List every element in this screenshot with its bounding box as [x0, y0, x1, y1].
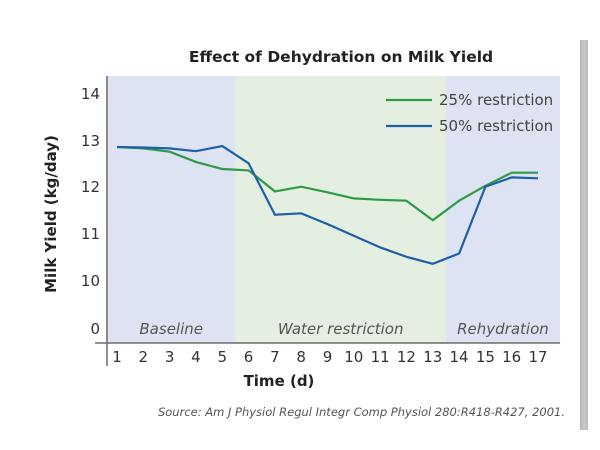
y-tick-label: 11	[81, 225, 100, 243]
y-tick-labels: 14 13 12 11 10 0	[81, 85, 100, 338]
x-tick-labels: 1 2 3 4 5 6 7 8 9 10 11 12 13 14 15 16 17	[112, 348, 547, 366]
x-tick-label: 12	[397, 348, 416, 366]
region-water-restriction	[235, 76, 446, 343]
x-tick-label: 14	[450, 348, 469, 366]
y-tick-label: 14	[81, 85, 100, 103]
x-tick-label: 16	[502, 348, 521, 366]
y-tick-label: 13	[81, 132, 100, 150]
axes	[95, 76, 560, 366]
x-tick-label: 11	[371, 348, 390, 366]
x-tick-label: 15	[476, 348, 495, 366]
y-tick-label: 12	[81, 178, 100, 196]
series-layer	[116, 144, 539, 265]
x-axis-label: Time (d)	[244, 372, 315, 390]
y-axis-label: Milk Yield (kg/day)	[42, 135, 60, 293]
side-divider-bar	[580, 40, 588, 430]
x-tick-label: 4	[191, 348, 201, 366]
legend: 25% restriction 50% restriction	[386, 91, 553, 135]
source-note: Source: Am J Physiol Regul Integr Comp P…	[158, 405, 565, 419]
chart-title: Effect of Dehydration on Milk Yield	[189, 48, 493, 66]
legend-label: 50% restriction	[439, 117, 553, 135]
region-baseline	[107, 76, 236, 343]
x-tick-label: 9	[323, 348, 333, 366]
shaded-regions	[107, 76, 560, 343]
region-label: Baseline	[139, 320, 203, 338]
x-tick-label: 5	[217, 348, 227, 366]
x-tick-label: 2	[139, 348, 149, 366]
region-label: Rehydration	[457, 320, 549, 338]
region-rehydration	[445, 76, 560, 343]
x-tick-label: 10	[344, 348, 363, 366]
legend-label: 25% restriction	[439, 91, 553, 109]
x-tick-label: 13	[423, 348, 442, 366]
region-labels: Baseline Water restriction Rehydration	[139, 320, 548, 338]
x-tick-label: 1	[112, 348, 122, 366]
x-tick-label: 3	[165, 348, 175, 366]
y-tick-label: 0	[90, 320, 100, 338]
x-tick-label: 17	[528, 348, 547, 366]
x-tick-label: 7	[270, 348, 280, 366]
y-tick-label: 10	[81, 272, 100, 290]
region-label: Water restriction	[278, 320, 404, 338]
x-tick-label: 8	[296, 348, 306, 366]
x-tick-label: 6	[244, 348, 254, 366]
